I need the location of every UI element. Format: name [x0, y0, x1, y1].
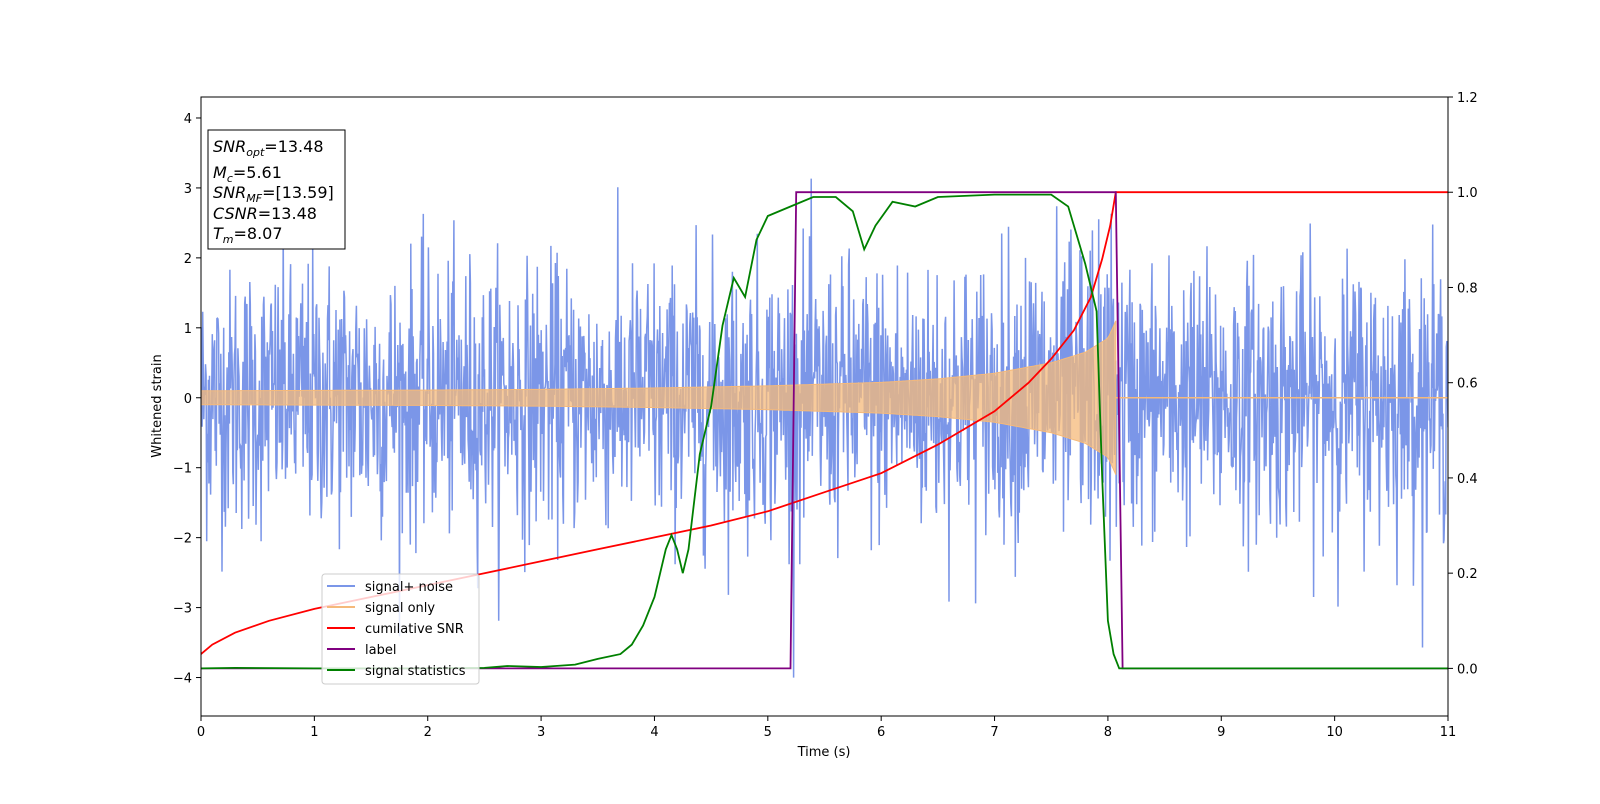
- x-tick-label: 6: [877, 725, 885, 740]
- x-tick-label: 8: [1104, 725, 1112, 740]
- x-tick-label: 5: [764, 725, 772, 740]
- y-tick-label: −4: [173, 672, 192, 687]
- y2-tick-label: 0.8: [1457, 281, 1478, 296]
- y-tick-label: −3: [173, 602, 192, 617]
- legend-item-signal: signal only: [327, 601, 435, 616]
- plot-frame: [200, 96, 1449, 717]
- y-tick-label: −1: [173, 462, 192, 477]
- x-tick-label: 2: [424, 725, 432, 740]
- stats-csnr: CSNR=13.48: [213, 204, 317, 223]
- y-tick-label: 2: [184, 252, 192, 267]
- x-axis: 0 1 2 3 4 5 6 7 8 9 10 11: [197, 716, 1456, 740]
- legend-label-stats: signal statistics: [365, 664, 466, 679]
- stats-tm: Tm=8.07: [213, 224, 283, 246]
- x-tick-label: 10: [1326, 725, 1343, 740]
- y2-tick-label: 0.2: [1457, 567, 1478, 582]
- x-tick-label: 9: [1217, 725, 1225, 740]
- x-tick-label: 3: [537, 725, 545, 740]
- stats-snr-opt: SNRopt=13.48: [213, 137, 324, 159]
- y2-tick-label: 0.6: [1457, 377, 1478, 392]
- legend-label-signal: signal only: [365, 601, 435, 616]
- series-layer: [201, 178, 1448, 678]
- y2-tick-label: 0.4: [1457, 472, 1478, 487]
- stats-snr-mf: SNRMF=[13.59]: [213, 183, 334, 205]
- legend-item-noise: signal+ noise: [327, 580, 453, 595]
- y-tick-label: 0: [184, 392, 192, 407]
- y-tick-label: 3: [184, 182, 192, 197]
- y2-tick-label: 1.2: [1457, 91, 1478, 106]
- series-line-csnr: [201, 191, 1448, 655]
- x-tick-label: 7: [990, 725, 998, 740]
- y-axis-left: −4 −3 −2 −1 0 1 2 3 4: [173, 112, 201, 687]
- y-tick-label: −2: [173, 532, 192, 547]
- legend-item-label: label: [327, 643, 396, 658]
- y2-tick-label: 1.0: [1457, 186, 1478, 201]
- x-tick-label: 11: [1440, 725, 1457, 740]
- legend-label-csnr: cumilative SNR: [365, 622, 464, 637]
- x-tick-label: 0: [197, 725, 205, 740]
- series-line-stats: [201, 193, 1448, 670]
- stats-mc: Mc=5.61: [213, 163, 282, 185]
- x-tick-label: 4: [650, 725, 658, 740]
- legend-label-label: label: [365, 643, 396, 658]
- legend-label-noise: signal+ noise: [365, 580, 453, 595]
- y-tick-label: 1: [184, 322, 192, 337]
- series-band-signal: [201, 320, 1117, 475]
- x-tick-label: 1: [310, 725, 318, 740]
- y-axis-right: 0.0 0.2 0.4 0.6 0.8 1.0 1.2: [1448, 91, 1478, 677]
- y-axis-label: Whitened strain: [150, 354, 165, 457]
- legend-frame: [321, 573, 480, 685]
- y-tick-label: 4: [184, 112, 192, 127]
- legend-item-stats: signal statistics: [327, 664, 466, 679]
- stats-box: SNRopt=13.48 Mc=5.61 SNRMF=[13.59] CSNR=…: [207, 129, 346, 250]
- stats-box-frame: [207, 129, 346, 250]
- y2-tick-label: 0.0: [1457, 662, 1478, 677]
- x-axis-label: Time (s): [797, 745, 851, 760]
- legend: signal+ noise signal only cumilative SNR…: [321, 573, 480, 685]
- legend-item-csnr: cumilative SNR: [327, 622, 464, 637]
